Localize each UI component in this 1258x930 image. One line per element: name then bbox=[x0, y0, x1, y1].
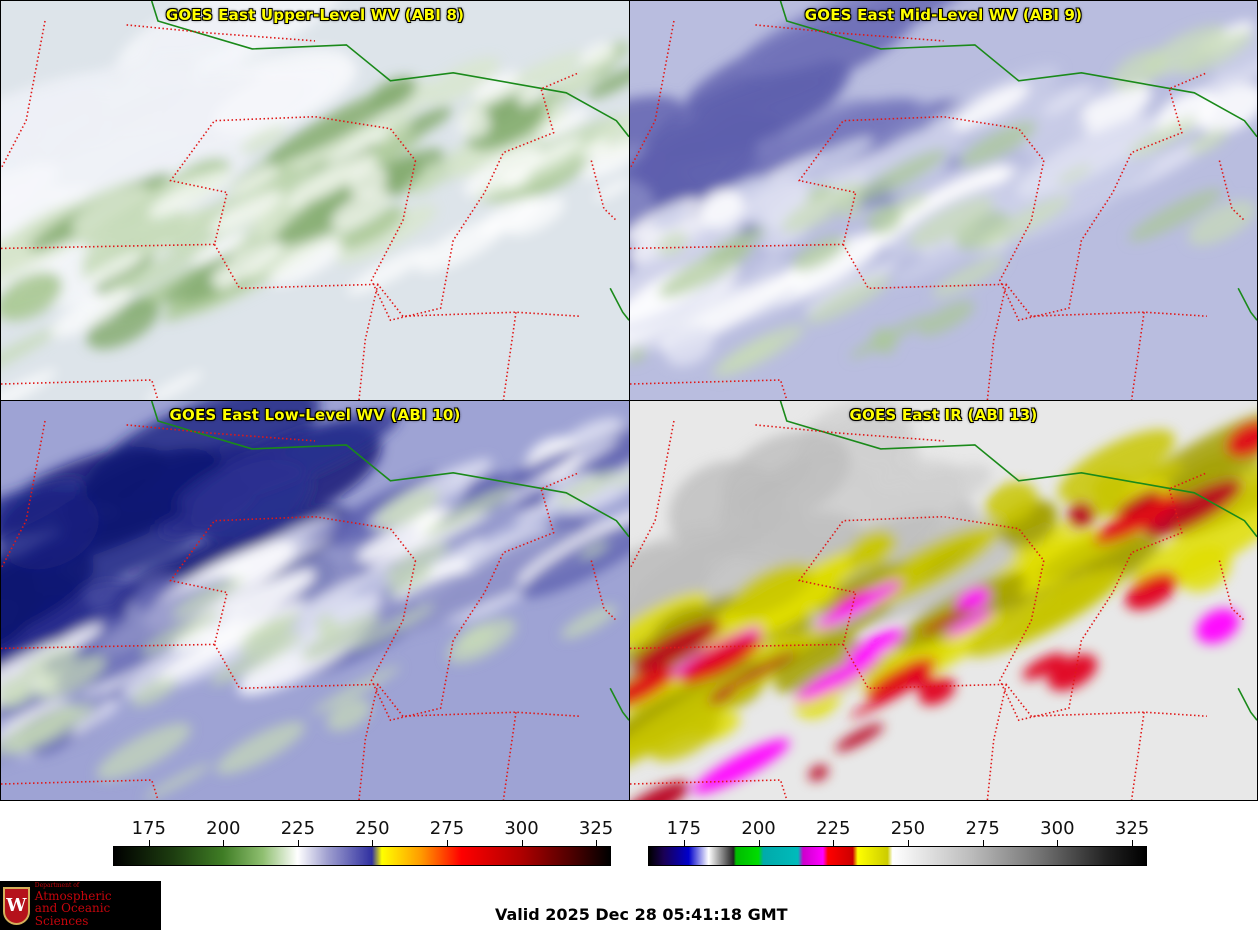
colorbar-tick-label: 225 bbox=[280, 818, 316, 839]
state-border bbox=[630, 779, 788, 800]
colorbar-tick-mark bbox=[223, 840, 225, 846]
state-border bbox=[1130, 712, 1145, 800]
lake-shoreline bbox=[370, 72, 580, 322]
country-border bbox=[609, 687, 629, 721]
country-border bbox=[150, 401, 629, 538]
lake-shoreline bbox=[1218, 160, 1246, 222]
state-border bbox=[630, 379, 788, 400]
logo-dept: Department of bbox=[34, 882, 80, 890]
state-border bbox=[755, 424, 944, 442]
colorbar-tick-label: 225 bbox=[816, 818, 851, 839]
colorbar-ticks: 175 200 225 250 275 300 325 bbox=[648, 818, 1150, 846]
country-border bbox=[779, 1, 1257, 138]
state-border bbox=[630, 420, 675, 569]
state-border bbox=[986, 284, 1007, 400]
satellite-imagery bbox=[630, 401, 1257, 800]
colorbar-tick-mark bbox=[446, 840, 448, 846]
country-border bbox=[150, 1, 629, 138]
colorbar-tick-mark bbox=[1057, 840, 1059, 846]
panel-upper-level-wv: GOES East Upper-Level WV (ABI 8) bbox=[0, 0, 630, 401]
state-border bbox=[1, 379, 159, 400]
colorbar-tick-mark bbox=[1132, 840, 1134, 846]
panel-title: GOES East Low-Level WV (ABI 10) bbox=[169, 406, 461, 424]
panel-low-level-wv: GOES East Low-Level WV (ABI 10) bbox=[0, 400, 630, 801]
panel-ir: GOES East IR (ABI 13) bbox=[629, 400, 1258, 801]
state-border bbox=[502, 712, 517, 800]
logo-line-2: and Oceanic Sciences bbox=[34, 901, 111, 928]
state-border bbox=[630, 515, 1045, 650]
panel-title: GOES East Mid-Level WV (ABI 9) bbox=[804, 6, 1083, 24]
state-border bbox=[842, 244, 1207, 318]
colorbar-tick-label: 200 bbox=[741, 818, 776, 839]
colorbar-tick-mark bbox=[148, 840, 150, 846]
country-border bbox=[1237, 687, 1257, 721]
ir-colorbar: 175 200 225 250 275 300 325 bbox=[648, 818, 1150, 866]
state-border bbox=[358, 284, 379, 400]
colorbar-tick-label: 300 bbox=[504, 818, 539, 839]
state-border bbox=[1, 779, 159, 800]
colorbar-tick-label: 175 bbox=[131, 818, 166, 839]
state-border bbox=[502, 312, 517, 400]
lake-shoreline bbox=[590, 560, 617, 622]
state-border bbox=[1, 20, 46, 169]
colorbar-tick-mark bbox=[758, 840, 760, 846]
colorbar-tick-mark bbox=[297, 840, 299, 846]
state-border bbox=[126, 24, 316, 42]
colorbar-tick-label: 325 bbox=[1114, 818, 1150, 839]
state-border bbox=[842, 644, 1207, 718]
country-border bbox=[609, 287, 629, 321]
uw-crest-icon: W bbox=[3, 886, 30, 925]
colorbar-tick-mark bbox=[683, 840, 685, 846]
ir-colorbar-gradient bbox=[648, 846, 1147, 866]
lake-shoreline bbox=[999, 72, 1208, 322]
state-border bbox=[213, 244, 579, 318]
panel-title: GOES East IR (ABI 13) bbox=[849, 406, 1038, 424]
panel-title: GOES East Upper-Level WV (ABI 8) bbox=[165, 6, 465, 24]
lake-shoreline bbox=[999, 472, 1208, 722]
colorbar-tick-label: 300 bbox=[1040, 818, 1075, 839]
state-border bbox=[630, 115, 1045, 250]
country-border bbox=[779, 401, 1257, 538]
panel-mid-level-wv: GOES East Mid-Level WV (ABI 9) bbox=[629, 0, 1258, 401]
state-border bbox=[213, 644, 579, 718]
colorbar-tick-mark bbox=[521, 840, 523, 846]
colorbar-tick-label: 325 bbox=[578, 818, 614, 839]
lake-shoreline bbox=[1218, 560, 1246, 622]
logo-line-1: Atmospheric bbox=[34, 888, 112, 903]
lake-shoreline bbox=[370, 472, 580, 722]
state-border bbox=[630, 20, 675, 169]
colorbar-tick-mark bbox=[982, 840, 984, 846]
satellite-imagery bbox=[630, 1, 1257, 400]
state-border bbox=[755, 24, 944, 42]
satellite-imagery bbox=[1, 401, 629, 800]
colorbar-tick-label: 200 bbox=[206, 818, 241, 839]
colorbar-tick-label: 250 bbox=[355, 818, 390, 839]
wv-colorbar-gradient bbox=[113, 846, 611, 866]
colorbar-tick-mark bbox=[372, 840, 374, 846]
lake-shoreline bbox=[590, 160, 617, 222]
colorbar-tick-label: 175 bbox=[666, 818, 702, 839]
state-border bbox=[126, 424, 316, 442]
colorbar-tick-mark bbox=[596, 840, 598, 846]
state-border bbox=[1130, 312, 1145, 400]
colorbar-tick-mark bbox=[833, 840, 835, 846]
valid-time: Valid 2025 Dec 28 05:41:18 GMT bbox=[495, 905, 788, 924]
wv-colorbar: 175 200 225 250 275 300 325 bbox=[113, 818, 614, 866]
country-border bbox=[1237, 287, 1257, 321]
state-border bbox=[358, 684, 379, 800]
satellite-imagery bbox=[1, 1, 629, 400]
colorbar-ticks: 175 200 225 250 275 300 325 bbox=[113, 818, 614, 846]
aos-logo[interactable]: W Department of Atmospheric and Oceanic … bbox=[0, 881, 161, 930]
colorbar-tick-label: 275 bbox=[429, 818, 465, 839]
state-border bbox=[1, 420, 46, 569]
colorbar-tick-label: 275 bbox=[965, 818, 1000, 839]
colorbar-tick-mark bbox=[907, 840, 909, 846]
state-border bbox=[986, 684, 1007, 800]
colorbar-tick-label: 250 bbox=[890, 818, 926, 839]
